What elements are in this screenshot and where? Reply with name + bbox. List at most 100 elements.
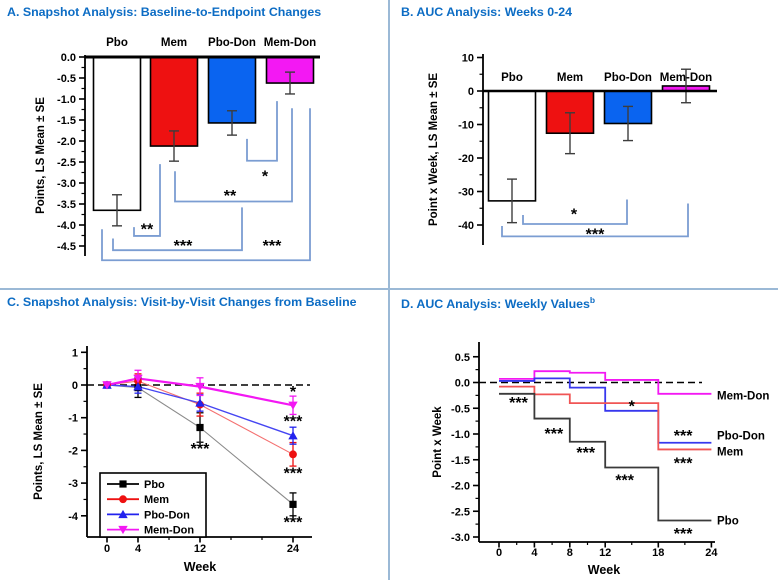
svg-text:***: *** (174, 238, 193, 255)
svg-text:8: 8 (567, 547, 573, 559)
svg-text:-2.0: -2.0 (57, 136, 76, 148)
svg-text:*: * (571, 206, 578, 223)
svg-text:***: *** (284, 414, 303, 431)
svg-text:10: 10 (462, 53, 474, 65)
svg-text:-1.0: -1.0 (57, 94, 76, 106)
svg-text:Point x Week: Point x Week (432, 406, 444, 478)
svg-text:***: *** (615, 472, 634, 489)
svg-text:4: 4 (531, 547, 538, 559)
svg-text:-1.5: -1.5 (451, 455, 470, 467)
svg-text:***: *** (263, 238, 282, 255)
svg-text:Point x Week, LS Mean ± SE: Point x Week, LS Mean ± SE (428, 73, 440, 226)
bars-group (92, 56, 315, 227)
svg-text:-3.5: -3.5 (57, 199, 76, 211)
svg-text:***: *** (586, 226, 605, 243)
svg-text:1: 1 (72, 347, 78, 359)
panel-b-title-text: B. AUC Analysis: Weeks 0-24 (401, 5, 573, 19)
svg-text:Pbo: Pbo (501, 72, 523, 84)
svg-text:0: 0 (496, 547, 502, 559)
chart-b-bar-auc: 10 0 -10 -20 -30 -40 Point x Week, LS Mean ± S… (428, 53, 717, 245)
svg-text:-0.5: -0.5 (451, 403, 470, 415)
svg-text:**: ** (224, 188, 237, 205)
panel-c-title-text: C. Snapshot Analysis: Visit-by-Visit Cha… (7, 295, 357, 309)
svg-text:-3: -3 (68, 478, 78, 490)
svg-text:-40: -40 (458, 220, 474, 232)
svg-text:-2: -2 (68, 445, 78, 457)
panel-divider-vertical (388, 0, 390, 580)
svg-text:*: * (290, 384, 297, 401)
svg-text:0.0: 0.0 (61, 52, 76, 64)
bar-Pbo (487, 90, 537, 202)
svg-text:12: 12 (194, 543, 206, 555)
svg-text:***: *** (284, 514, 303, 531)
svg-text:-20: -20 (458, 153, 474, 165)
svg-text:***: *** (545, 426, 564, 443)
svg-text:Mem-Don: Mem-Don (264, 37, 316, 49)
svg-text:***: *** (674, 526, 693, 543)
chart-d-step-weekly-values: 0.5 0.0 -0.5 -1.0 -1.5 -2.0 -2.5 -3.0 Point x We… (432, 342, 769, 577)
svg-text:-4.0: -4.0 (57, 220, 76, 232)
panel-a-title: A. Snapshot Analysis: Baseline-to-Endpoi… (7, 5, 321, 19)
svg-text:-0.5: -0.5 (57, 73, 76, 85)
svg-text:-10: -10 (458, 120, 474, 132)
svg-text:Pbo: Pbo (717, 516, 739, 528)
svg-text:Mem: Mem (717, 447, 743, 459)
svg-text:0: 0 (72, 380, 78, 392)
panel-d-title: D. AUC Analysis: Weekly Valuesb (401, 295, 595, 311)
svg-text:18: 18 (652, 547, 664, 559)
svg-text:Mem-Don: Mem-Don (144, 525, 194, 537)
svg-text:-2.0: -2.0 (451, 481, 470, 493)
svg-text:Pbo-Don: Pbo-Don (144, 509, 190, 521)
svg-text:-1.5: -1.5 (57, 115, 76, 127)
svg-text:Pbo-Don: Pbo-Don (604, 72, 652, 84)
bar-Pbo (92, 56, 142, 212)
series-line-Mem-Don (106, 377, 294, 407)
panel-a-title-text: A. Snapshot Analysis: Baseline-to-Endpoi… (7, 5, 322, 19)
svg-text:0: 0 (104, 543, 110, 555)
svg-text:***: *** (576, 445, 595, 462)
svg-text:Mem-Don: Mem-Don (660, 72, 712, 84)
panel-d-title-footnote: b (589, 295, 596, 305)
svg-text:Mem-Don: Mem-Don (717, 390, 769, 402)
series-line-Pbo-Don (106, 384, 294, 437)
svg-text:-2.5: -2.5 (451, 506, 470, 518)
svg-text:-4: -4 (68, 511, 79, 523)
svg-text:-4.5: -4.5 (57, 241, 76, 253)
panel-divider-horizontal (0, 288, 778, 290)
svg-text:Points, LS Mean ± SE: Points, LS Mean ± SE (35, 97, 47, 214)
svg-text:***: *** (509, 395, 528, 412)
svg-text:Pbo: Pbo (106, 37, 128, 49)
legend-box (99, 472, 207, 538)
svg-text:-1.0: -1.0 (451, 429, 470, 441)
step-line-Mem (499, 385, 712, 451)
svg-text:0: 0 (468, 86, 474, 98)
panel-b-title: B. AUC Analysis: Weeks 0-24 (401, 5, 572, 19)
svg-text:-30: -30 (458, 187, 474, 199)
svg-text:Points, LS Mean ± SE: Points, LS Mean ± SE (33, 383, 45, 500)
svg-text:12: 12 (599, 547, 611, 559)
svg-text:*: * (262, 169, 269, 186)
svg-text:24: 24 (705, 547, 718, 559)
step-line-Pbo (499, 392, 712, 522)
svg-text:Mem: Mem (144, 494, 169, 506)
svg-text:*: * (629, 399, 636, 416)
panel-d-title-text: D. AUC Analysis: Weekly Values (401, 297, 590, 312)
svg-text:Pbo-Don: Pbo-Don (208, 37, 256, 49)
svg-text:***: *** (674, 428, 693, 445)
svg-text:24: 24 (287, 543, 300, 555)
svg-text:-1: -1 (68, 413, 78, 425)
svg-text:0.5: 0.5 (455, 352, 470, 364)
svg-text:Week: Week (588, 563, 620, 577)
svg-text:Pbo: Pbo (144, 479, 165, 491)
svg-text:***: *** (284, 465, 303, 482)
chart-c-line-visit-by-visit: 1 0 -1 -2 -3 -4 Points, LS Mean ± SE 0 4 12 24 Week… (33, 346, 312, 574)
svg-text:-3.0: -3.0 (451, 532, 470, 544)
svg-text:-2.5: -2.5 (57, 157, 76, 169)
svg-text:***: *** (674, 455, 693, 472)
svg-text:***: *** (191, 441, 210, 458)
svg-text:Mem: Mem (161, 37, 187, 49)
chart-a-bar-snapshot-endpoint: 0.0 -0.5 -1.0 -1.5 -2.0 -2.5 -3.0 -3.5 -4.0 -4.5 P… (35, 37, 320, 262)
series-line-Mem (106, 380, 294, 455)
panel-c-title: C. Snapshot Analysis: Visit-by-Visit Cha… (7, 295, 357, 309)
